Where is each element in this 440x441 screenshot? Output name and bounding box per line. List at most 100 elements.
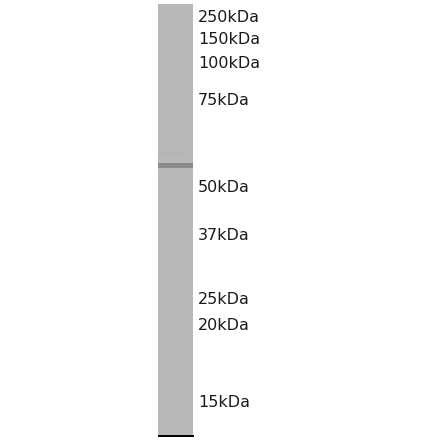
Bar (158, 162, 161, 168)
Bar (158, 169, 177, 174)
Bar (158, 169, 166, 174)
Bar (158, 162, 176, 168)
Bar (158, 162, 174, 168)
Bar (158, 4, 191, 437)
Bar (158, 152, 180, 157)
Bar (158, 4, 182, 437)
Bar (158, 4, 160, 437)
Bar (158, 162, 167, 168)
Bar (158, 152, 189, 157)
Bar (158, 169, 172, 174)
Bar (158, 4, 185, 437)
Bar (158, 162, 191, 168)
Bar (158, 4, 192, 437)
Bar (158, 152, 176, 157)
Bar (158, 169, 161, 174)
Bar (158, 162, 171, 168)
Bar (158, 4, 161, 437)
Bar (158, 162, 187, 168)
Bar (158, 169, 187, 174)
Bar (158, 152, 187, 157)
Bar (158, 169, 175, 174)
Bar (158, 152, 183, 157)
Bar (158, 162, 165, 168)
Bar (158, 162, 190, 168)
Bar (158, 162, 164, 168)
Bar (158, 434, 194, 437)
Bar (158, 152, 178, 157)
Bar (158, 169, 191, 174)
Bar (158, 162, 175, 168)
Bar (158, 162, 181, 168)
Bar (158, 169, 175, 174)
Bar (158, 169, 179, 174)
Bar (158, 152, 168, 157)
Bar (158, 162, 188, 168)
Bar (158, 162, 179, 168)
Bar (158, 152, 161, 157)
Bar (158, 152, 193, 157)
Bar (158, 4, 169, 437)
Bar (158, 152, 159, 157)
Bar (158, 169, 186, 174)
Bar (158, 4, 174, 437)
Bar (158, 4, 193, 437)
Bar (158, 434, 194, 437)
Bar (158, 152, 176, 157)
Bar (158, 4, 169, 437)
Bar (158, 434, 194, 437)
Bar (158, 434, 194, 437)
Bar (158, 434, 194, 437)
Bar (158, 4, 168, 437)
Bar (158, 162, 173, 168)
Bar (158, 152, 174, 157)
Bar (158, 152, 186, 157)
Bar (158, 152, 189, 157)
Bar (158, 4, 163, 437)
Bar (158, 152, 161, 157)
Bar (158, 4, 172, 437)
Bar (158, 162, 175, 168)
Bar (158, 434, 194, 437)
Bar (158, 4, 166, 437)
Bar (158, 152, 169, 157)
Bar (158, 169, 168, 174)
Bar (158, 162, 178, 168)
Bar (158, 4, 179, 437)
Bar (158, 152, 187, 157)
Bar (158, 152, 180, 157)
Bar (158, 152, 165, 157)
Bar (158, 152, 182, 157)
Bar (158, 4, 167, 437)
Bar (158, 4, 192, 437)
Bar (158, 434, 194, 437)
Bar (158, 162, 189, 168)
Bar (158, 169, 165, 174)
Bar (158, 162, 168, 168)
Bar (158, 169, 169, 174)
Bar (158, 152, 187, 157)
Bar (158, 152, 160, 157)
Bar (158, 152, 170, 157)
Bar (158, 169, 168, 174)
Bar (158, 152, 188, 157)
Bar (158, 169, 178, 174)
Bar (158, 4, 183, 437)
Bar (158, 152, 168, 157)
Bar (158, 4, 169, 437)
Bar (158, 169, 176, 174)
Bar (158, 4, 191, 437)
Bar (158, 152, 166, 157)
Bar (158, 4, 172, 437)
Bar (158, 169, 174, 174)
Bar (158, 4, 175, 437)
Bar (158, 4, 192, 437)
Bar (158, 434, 194, 437)
Bar (158, 434, 194, 437)
Bar (158, 162, 172, 168)
Bar (158, 162, 161, 168)
Bar (158, 4, 167, 437)
Bar (158, 169, 188, 174)
Bar (158, 152, 180, 157)
Bar (158, 162, 169, 168)
